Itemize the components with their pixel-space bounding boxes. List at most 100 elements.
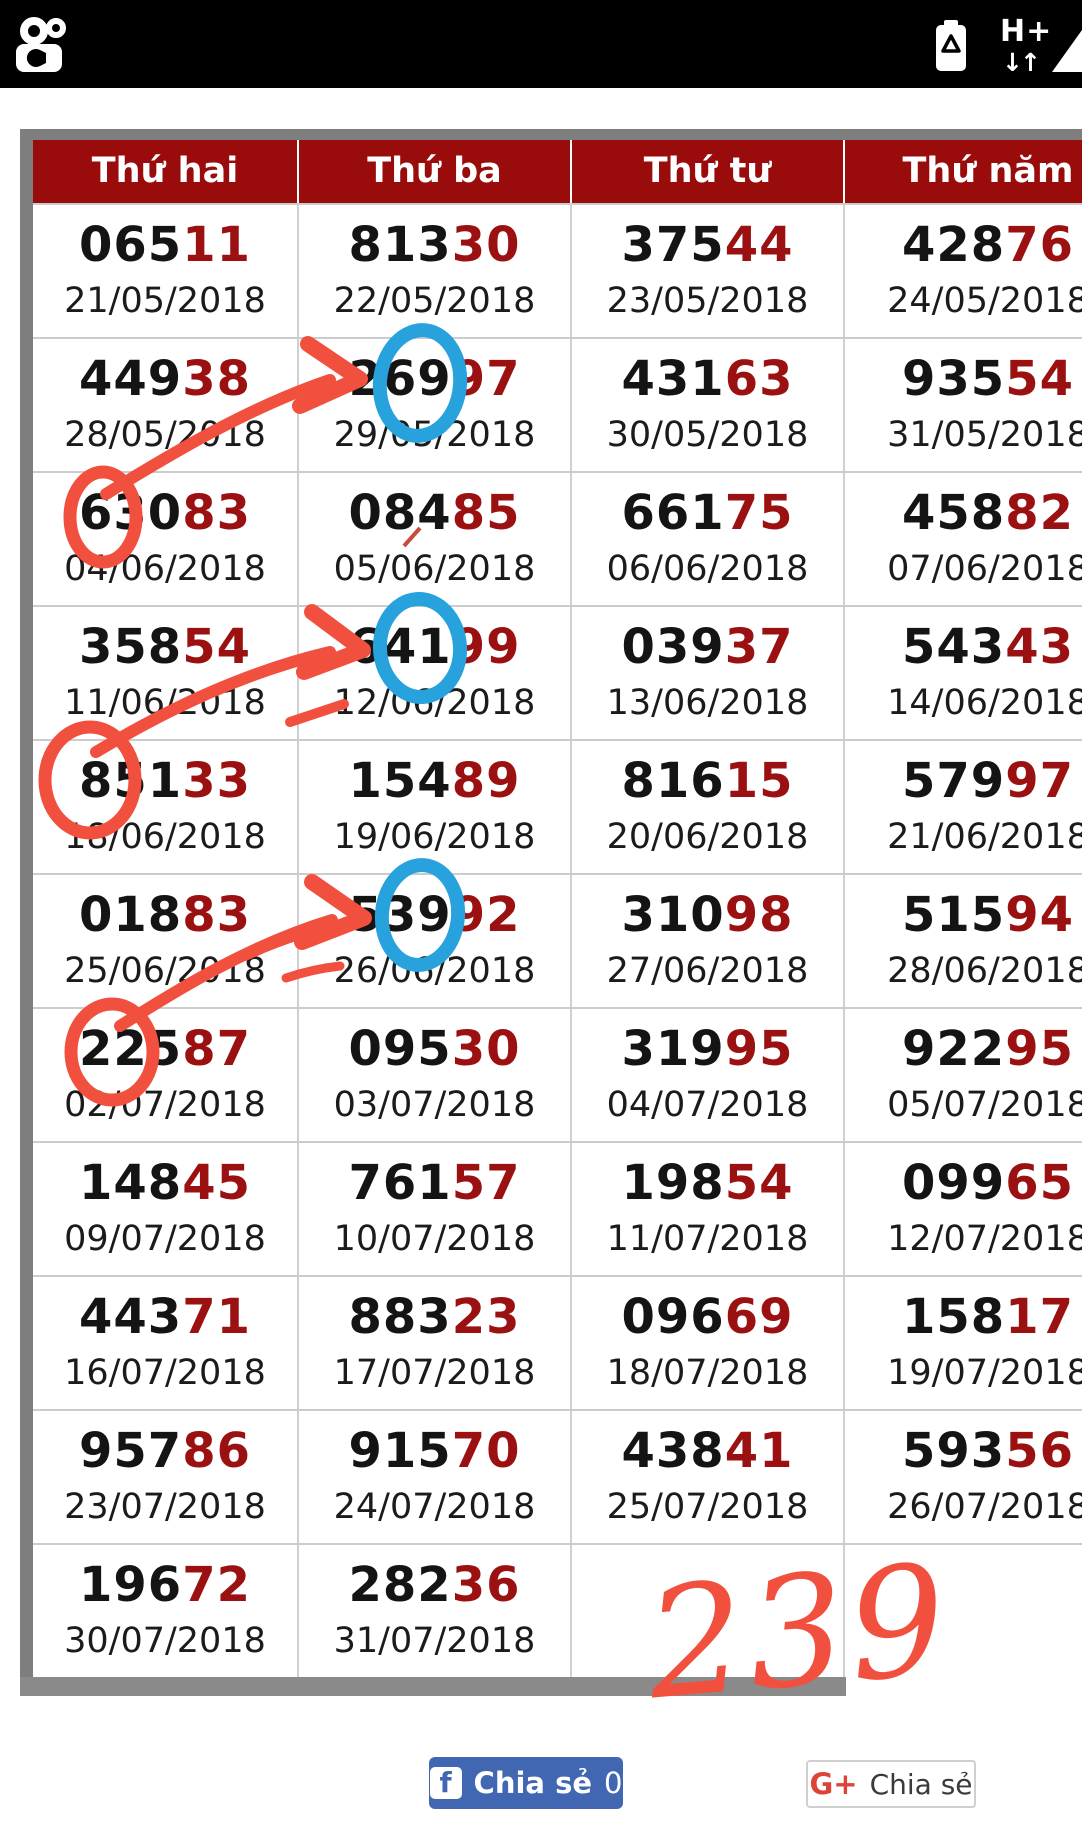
facebook-icon: f (429, 1767, 462, 1799)
result-date: 06/06/2018 (606, 549, 809, 589)
result-cell: 57997 21/06/2018 (843, 741, 1082, 873)
result-cell: 66175 06/06/2018 (570, 473, 843, 605)
table-row: 14845 09/07/2018 76157 10/07/2018 19854 11/07… (33, 1141, 1082, 1275)
result-cell: 09530 03/07/2018 (297, 1009, 570, 1141)
result-number-red-part: 72 (182, 1557, 251, 1613)
result-cell: 63083 04/06/2018 (33, 473, 297, 605)
result-number-black-part: 319 (621, 1021, 725, 1077)
result-number-red-part: 11 (182, 217, 251, 273)
result-date: 26/07/2018 (887, 1487, 1082, 1527)
result-date: 07/06/2018 (887, 549, 1082, 589)
result-cell: 45882 07/06/2018 (843, 473, 1082, 605)
gplus-share-button[interactable]: G+ Chia sẻ (806, 1760, 976, 1808)
result-cell: 42876 24/05/2018 (843, 205, 1082, 337)
result-number-black-part: 099 (902, 1155, 1006, 1211)
result-date: 29/05/2018 (333, 415, 536, 455)
table-border-bottom (20, 1677, 846, 1696)
result-number: 53992 (299, 888, 570, 943)
result-date: 28/05/2018 (64, 415, 266, 455)
result-date: 20/06/2018 (606, 817, 809, 857)
result-cell: 91570 24/07/2018 (297, 1411, 570, 1543)
result-number: 14845 (33, 1156, 297, 1211)
result-number-black-part: 935 (902, 351, 1006, 407)
result-number: 88323 (299, 1290, 570, 1345)
result-number-red-part: 33 (182, 753, 251, 809)
result-number-red-part: 17 (1005, 1289, 1074, 1345)
result-number-black-part: 458 (902, 485, 1006, 541)
facebook-share-button[interactable]: f Chia sẻ 0 (429, 1757, 623, 1809)
result-date: 25/06/2018 (64, 951, 266, 991)
result-cell: 01883 25/06/2018 (33, 875, 297, 1007)
result-number-red-part: 23 (451, 1289, 521, 1345)
result-date: 30/05/2018 (606, 415, 809, 455)
result-number-black-part: 431 (621, 351, 725, 407)
column-header: Thứ tư (572, 140, 843, 203)
result-cell: 26997 29/05/2018 (297, 339, 570, 471)
result-number-black-part: 148 (79, 1155, 183, 1211)
result-number: 92295 (845, 1022, 1082, 1077)
facebook-share-label: Chia sẻ (473, 1766, 592, 1800)
result-date: 23/05/2018 (606, 281, 809, 321)
result-number: 66175 (572, 486, 843, 541)
result-number-black-part: 641 (348, 619, 452, 675)
result-number-red-part: 97 (451, 351, 521, 407)
result-number-black-part: 438 (621, 1423, 725, 1479)
result-number-black-part: 443 (79, 1289, 183, 1345)
result-date: 21/05/2018 (64, 281, 266, 321)
result-cell: 43163 30/05/2018 (570, 339, 843, 471)
table-row: 44371 16/07/2018 88323 17/07/2018 09669 18/07… (33, 1275, 1082, 1409)
result-number: 19672 (33, 1558, 297, 1613)
table-row: 95786 23/07/2018 91570 24/07/2018 43841 25/07… (33, 1409, 1082, 1543)
result-number: 45882 (845, 486, 1082, 541)
result-cell: 88323 17/07/2018 (297, 1277, 570, 1409)
battery-saver-icon (936, 20, 966, 71)
result-cell: 35854 11/06/2018 (33, 607, 297, 739)
column-header: Thứ năm (845, 140, 1082, 203)
result-number-red-part: 45 (182, 1155, 251, 1211)
result-date: 18/07/2018 (606, 1353, 809, 1393)
result-number-red-part: 54 (182, 619, 251, 675)
result-number-black-part: 428 (902, 217, 1006, 273)
result-number-red-part: 30 (451, 1021, 521, 1077)
result-date: 05/07/2018 (887, 1085, 1082, 1125)
result-number-red-part: 83 (182, 485, 251, 541)
result-number: 03937 (572, 620, 843, 675)
result-date: 30/07/2018 (64, 1621, 266, 1661)
lottery-results-table: Thứ hai Thứ ba Thứ tư Thứ năm 06511 21/05/20… (20, 129, 1082, 1709)
result-number-red-part: 65 (1005, 1155, 1074, 1211)
result-number-black-part: 196 (79, 1557, 183, 1613)
signal-strength-icon (1052, 30, 1082, 72)
result-date: 18/06/2018 (64, 817, 266, 857)
result-cell: 31098 27/06/2018 (570, 875, 843, 1007)
result-number-red-part: 63 (724, 351, 794, 407)
result-date: 22/05/2018 (333, 281, 536, 321)
result-cell: 53992 26/06/2018 (297, 875, 570, 1007)
result-date: 17/07/2018 (333, 1353, 536, 1393)
result-number-black-part: 922 (902, 1021, 1006, 1077)
result-number-black-part: 915 (348, 1423, 452, 1479)
result-number: 42876 (845, 218, 1082, 273)
result-number: 59356 (845, 1424, 1082, 1479)
table-body: 06511 21/05/2018 81330 22/05/2018 37544 23/05… (33, 203, 1082, 1677)
table-row: 19672 30/07/2018 28236 31/07/2018 (33, 1543, 1082, 1677)
result-number-black-part: 813 (348, 217, 452, 273)
result-date: 11/07/2018 (606, 1219, 809, 1259)
result-cell: 09669 18/07/2018 (570, 1277, 843, 1409)
result-cell: 95786 23/07/2018 (33, 1411, 297, 1543)
result-cell: 81615 20/06/2018 (570, 741, 843, 873)
result-number-red-part: 95 (724, 1021, 794, 1077)
result-number: 09669 (572, 1290, 843, 1345)
data-activity-arrows-icon: ↓↑ (1002, 48, 1041, 77)
table-row: 44938 28/05/2018 26997 29/05/2018 43163 30/05… (33, 337, 1082, 471)
result-cell: 43841 25/07/2018 (570, 1411, 843, 1543)
result-date: 13/06/2018 (606, 683, 809, 723)
result-cell: 15489 19/06/2018 (297, 741, 570, 873)
result-number-black-part: 883 (348, 1289, 452, 1345)
result-number-red-part: 43 (1005, 619, 1074, 675)
result-number-red-part: 69 (724, 1289, 794, 1345)
result-number-black-part: 358 (79, 619, 183, 675)
result-number: 95786 (33, 1424, 297, 1479)
result-number-red-part: 76 (1005, 217, 1074, 273)
result-date: 31/05/2018 (887, 415, 1082, 455)
status-bar: H+ ↓↑ (0, 0, 1082, 88)
